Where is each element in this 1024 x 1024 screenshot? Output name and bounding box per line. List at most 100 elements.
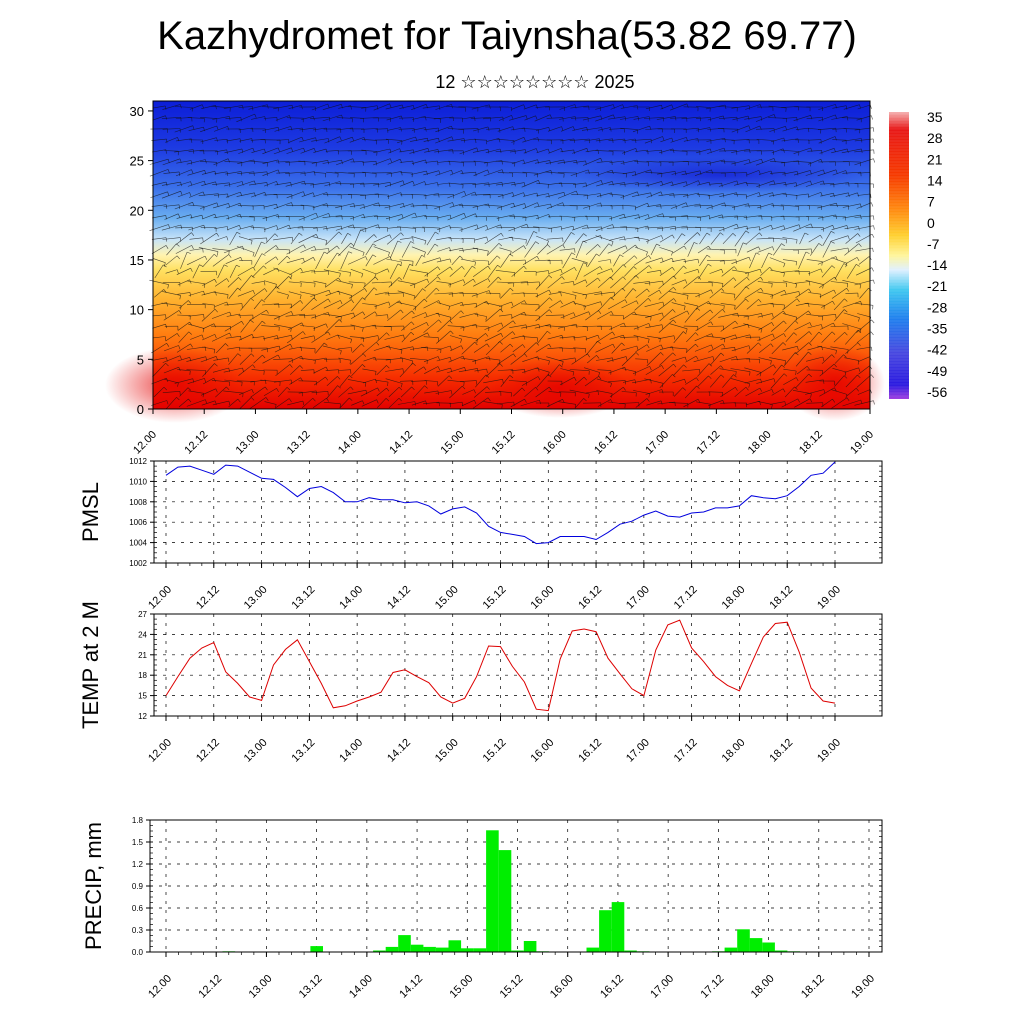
precip-bar (448, 940, 462, 952)
pmsl-series-line (165, 461, 836, 545)
x-tick-label: 17.12 (695, 429, 723, 457)
precip-bar (599, 910, 612, 952)
x-tick-label: 17.00 (624, 737, 652, 765)
y-tick-label: 21 (138, 651, 147, 660)
temp-2m-frame (153, 613, 883, 717)
x-tick-label: 16.00 (528, 584, 556, 612)
y-tick-label: 0.0 (132, 948, 144, 957)
precip-bar (461, 948, 474, 952)
x-tick-label: 14.00 (336, 429, 364, 457)
y-tick-label: 0.3 (132, 926, 144, 935)
pmsl-ylabel: PMSL (78, 482, 103, 542)
precip-bar (486, 830, 499, 952)
x-tick-label: 19.00 (815, 584, 843, 612)
chart-subtitle: 12 ☆☆☆☆☆☆☆☆ 2025 (435, 72, 635, 92)
x-tick-label: 18.12 (799, 973, 827, 1001)
x-tick-label: 17.00 (624, 584, 652, 612)
y-tick-label: 1.2 (132, 860, 144, 869)
precip-bar (762, 942, 775, 952)
precip-bar (586, 947, 600, 952)
precip-bar (398, 935, 411, 952)
y-tick-label: 0.6 (132, 904, 144, 913)
colorbar-stripes (889, 113, 909, 397)
x-tick-label: 15.00 (433, 584, 461, 612)
x-tick-label: 16.12 (576, 584, 604, 612)
x-tick-label: 13.12 (290, 584, 318, 612)
x-tick-label: 13.12 (285, 429, 313, 457)
x-tick-label: 12.12 (194, 737, 222, 765)
x-tick-label: 18.12 (767, 737, 795, 765)
x-tick-label: 14.12 (385, 584, 413, 612)
colorbar-label: 14 (927, 172, 943, 188)
colorbar-label: -42 (927, 342, 947, 358)
y-tick-label: 1.8 (132, 816, 144, 825)
x-tick-label: 12.00 (146, 737, 174, 765)
warm-area-1 (105, 347, 245, 423)
x-tick-label: 15.12 (481, 584, 509, 612)
x-tick-label: 17.12 (699, 973, 727, 1001)
precip-panel: 1.8 1.5 1.2 0.9 0.6 0.3 0.0 12.00 12.12 13.00 13.1… (81, 816, 883, 1001)
colorbar-label: -14 (927, 257, 947, 273)
y-tick-label: 0.9 (132, 882, 144, 891)
y-tick-label: 1004 (129, 539, 147, 548)
colorbar-label: -21 (927, 278, 947, 294)
y-tick-label: 15 (138, 692, 147, 701)
colorbar-scale (889, 112, 909, 399)
x-tick-label: 16.12 (592, 429, 620, 457)
precip-bar (523, 941, 537, 952)
precip-bar (511, 950, 524, 952)
x-tick-label: 13.00 (242, 584, 270, 612)
precip-bar (498, 850, 512, 952)
precip-bar (724, 947, 738, 952)
x-tick-label: 18.00 (749, 973, 777, 1001)
x-tick-label: 17.12 (672, 737, 700, 765)
x-tick-label: 12.12 (182, 429, 210, 457)
warm-area-3 (785, 345, 885, 421)
precip-bar (774, 950, 788, 952)
cross-section-panel: 0 5 10 15 20 25 30 12.00 12.12 13.00 13.12 14.00 14… (105, 100, 885, 457)
x-tick-label: 14.12 (387, 429, 415, 457)
x-tick-label: 16.00 (541, 429, 569, 457)
precip-bar (373, 950, 386, 952)
y-tick-label: 5 (137, 352, 144, 367)
y-tick-label: 24 (138, 630, 147, 639)
x-tick-label: 16.12 (576, 737, 604, 765)
x-tick-label: 14.00 (347, 973, 375, 1001)
x-tick-label: 15.00 (438, 429, 466, 457)
x-tick-label: 19.00 (848, 429, 876, 457)
x-tick-label: 13.00 (234, 429, 262, 457)
x-tick-label: 16.12 (598, 973, 626, 1001)
y-tick-label: 1.5 (132, 838, 144, 847)
precip-bar (410, 944, 424, 952)
y-tick-label: 25 (130, 154, 144, 169)
wind-barbs (149, 103, 875, 409)
pmsl-panel: 1012 1010 1008 1006 1004 1002 12.00 12.12 13.00 1… (78, 457, 883, 612)
precip-bar (611, 902, 625, 952)
precip-bar (749, 938, 763, 952)
y-tick-label: 1008 (129, 498, 147, 507)
colorbar-label: 35 (927, 109, 943, 125)
colorbar-label: -35 (927, 321, 947, 337)
y-tick-label: 20 (130, 203, 144, 218)
x-tick-label: 14.12 (385, 737, 413, 765)
precip-bar (385, 946, 399, 952)
precip-bar (435, 947, 449, 952)
x-tick-label: 13.12 (297, 973, 325, 1001)
x-tick-label: 18.12 (767, 584, 795, 612)
x-tick-label: 16.00 (528, 737, 556, 765)
colorbar-label: -49 (927, 363, 947, 379)
x-tick-label: 15.12 (481, 737, 509, 765)
colorbar-label: -56 (927, 384, 947, 400)
colorbar-labels: 35 28 21 14 7 0 -7 -14 -21 -28 -35 -42 -49 -56 (927, 109, 947, 400)
x-tick-label: 18.12 (797, 429, 825, 457)
x-tick-label: 16.00 (548, 973, 576, 1001)
x-tick-label: 14.00 (337, 737, 365, 765)
x-tick-label: 14.12 (397, 973, 425, 1001)
x-tick-label: 12.12 (196, 973, 224, 1001)
x-tick-label: 19.00 (849, 973, 877, 1001)
precip-bar (423, 946, 436, 952)
x-tick-label: 17.12 (672, 584, 700, 612)
precip-ylabel: PRECIP, mm (81, 822, 106, 950)
temp-2m-ylabel: TEMP at 2 M (78, 601, 103, 729)
